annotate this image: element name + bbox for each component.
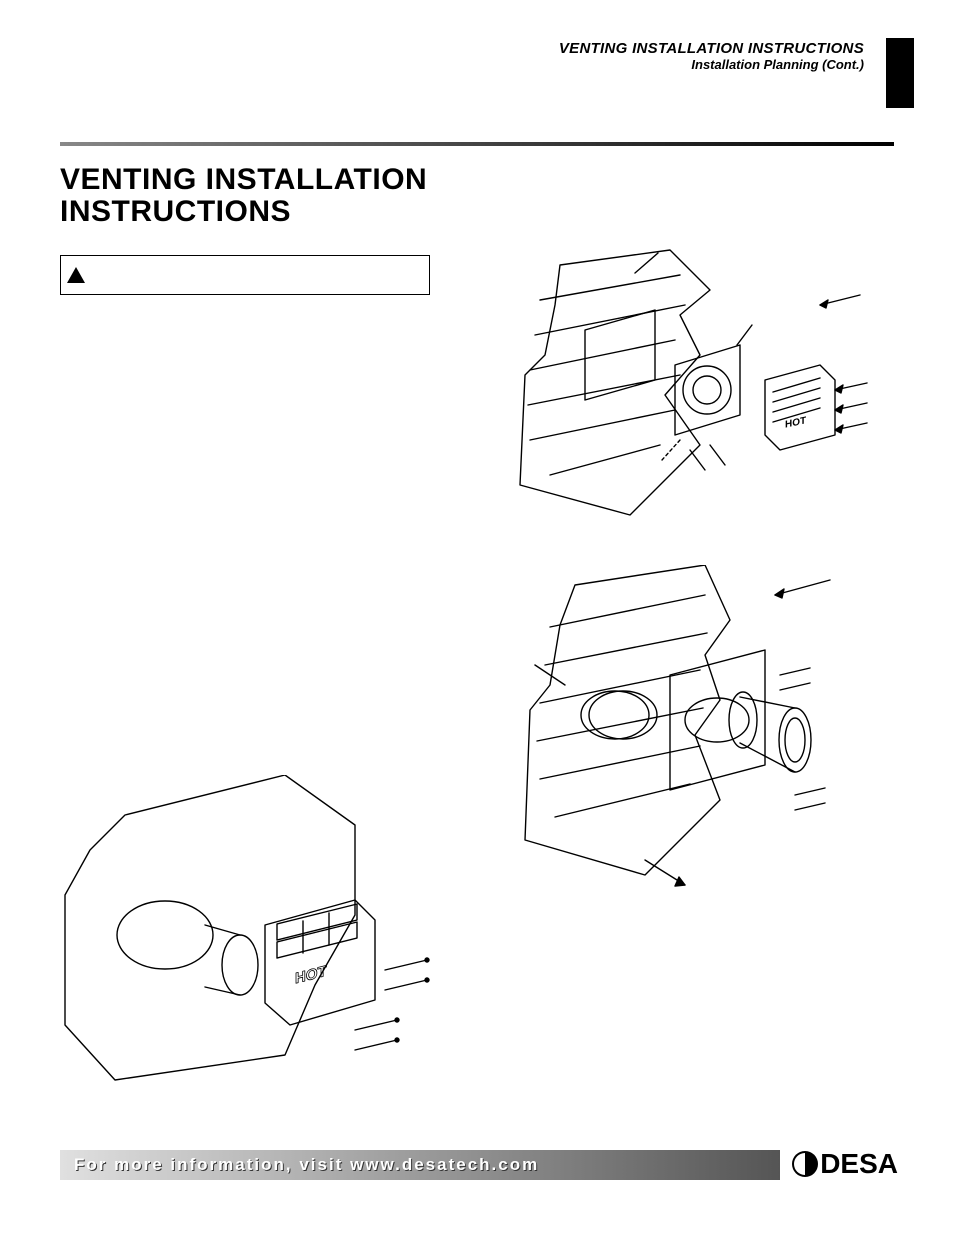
header-line1: VENTING INSTALLATION INSTRUCTIONS (60, 40, 864, 57)
figure-top-right: HOT (500, 245, 870, 535)
footer-text: For more information, visit www.desatech… (74, 1155, 539, 1175)
logo-text: DESA (820, 1148, 898, 1180)
footer-bar: For more information, visit www.desatech… (60, 1150, 780, 1180)
figure-mid-right (495, 565, 875, 905)
running-header: VENTING INSTALLATION INSTRUCTIONS Instal… (60, 40, 894, 72)
figure-bottom-left: HOT (55, 775, 455, 1085)
header-rule (60, 142, 894, 146)
page-title: VENTING INSTALLATION INSTRUCTIONS (60, 164, 894, 227)
logo-icon (790, 1149, 820, 1179)
warning-triangle-icon (67, 267, 85, 283)
header-line2: Installation Planning (Cont.) (60, 57, 864, 72)
warning-box (60, 255, 430, 295)
svg-text:HOT: HOT (295, 963, 327, 988)
title-line1: VENTING INSTALLATION (60, 163, 427, 196)
title-line2: INSTRUCTIONS (60, 195, 291, 228)
brand-logo: DESA (790, 1148, 898, 1180)
